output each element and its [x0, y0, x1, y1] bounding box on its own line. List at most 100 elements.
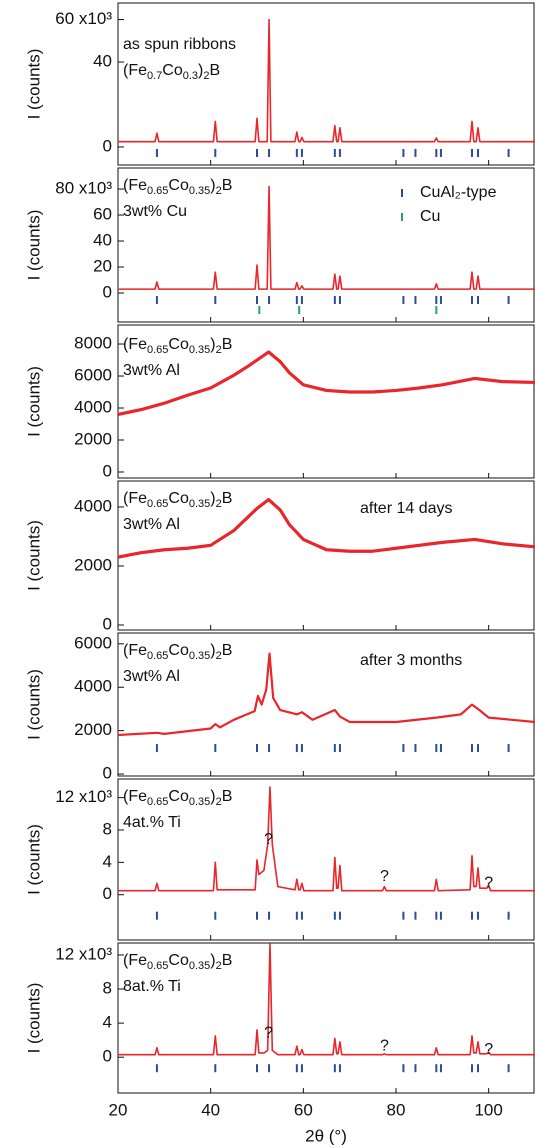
sample-label: as spun ribbons: [123, 36, 236, 53]
label-run: 0.65: [147, 185, 168, 197]
y-tick-label: 2000: [74, 720, 112, 739]
x-tick-label: 40: [201, 1100, 220, 1119]
label-run: 2: [216, 498, 222, 510]
y-tick-label: 8: [103, 819, 112, 838]
xrd-line: [118, 943, 535, 1056]
label-run: B: [222, 642, 233, 659]
xrd-line: [117, 497, 535, 559]
note: after 14 days: [360, 500, 453, 517]
xrd-line: [117, 350, 535, 416]
annotation: ?: [484, 875, 493, 892]
y-tick-label: 2000: [74, 555, 112, 574]
label-run: 8at.% Ti: [123, 978, 181, 995]
sample-label: (Fe0.65Co0.35)2B: [123, 952, 232, 972]
panel-frame: [117, 632, 535, 777]
label-run: 4at.% Ti: [123, 814, 181, 831]
label-run: 2: [203, 70, 209, 82]
label-run: 0.35: [189, 344, 210, 356]
label-run: B: [222, 336, 233, 353]
sample-label: 3wt% Al: [123, 362, 180, 379]
xrd-line: [118, 185, 535, 290]
label-run: 0.65: [147, 498, 168, 510]
label-run: 2: [216, 960, 222, 972]
y-tick-label: 6000: [74, 366, 112, 385]
x-tick-label: 80: [387, 1100, 406, 1119]
y-tick-label: 4000: [74, 677, 112, 696]
y-tick-label: 20: [93, 257, 112, 276]
label-run: Co: [168, 952, 189, 969]
note: after 3 months: [360, 652, 462, 669]
legend-label: CuAl₂-type: [420, 184, 497, 201]
annotation: ?: [380, 868, 389, 885]
panel-frame: [117, 324, 535, 479]
label-run: Co: [162, 62, 183, 79]
label-run: 0.3: [183, 70, 198, 82]
label-run: 0.65: [147, 796, 168, 808]
x-tick-label: 60: [294, 1100, 313, 1119]
label-run: B: [222, 490, 233, 507]
y-axis-label: I (counts): [24, 824, 43, 895]
label-run: 3wt% Al: [123, 668, 180, 685]
xrd-line: [118, 18, 535, 143]
panel-frame: [117, 167, 535, 323]
xrd-line: [118, 786, 535, 892]
label-run: (Fe: [123, 177, 147, 194]
y-tick-label: 0: [103, 764, 112, 783]
label-run: B: [222, 177, 233, 194]
y-tick-label: 40: [93, 231, 112, 250]
y-tick-label: 8: [103, 979, 112, 998]
panel-frame: [117, 942, 535, 1094]
label-run: 2: [216, 796, 222, 808]
sample-label: (Fe0.65Co0.35)2B: [123, 642, 232, 662]
sample-label: (Fe0.7Co0.3)2B: [123, 62, 220, 82]
label-run: B: [222, 952, 233, 969]
label-run: 0.35: [189, 185, 210, 197]
annotation: ?: [484, 1041, 493, 1058]
label-run: (Fe: [123, 952, 147, 969]
label-run: as spun ribbons: [123, 36, 236, 53]
y-tick-label: 0: [103, 884, 112, 903]
x-tick-label: 100: [474, 1100, 502, 1119]
sample-label: 4at.% Ti: [123, 814, 181, 831]
label-run: Co: [168, 177, 189, 194]
y-tick-label: 12 x10³: [55, 787, 112, 806]
label-run: (Fe: [123, 490, 147, 507]
y-tick-label: 0: [103, 614, 112, 633]
panel-frame: [117, 778, 535, 941]
label-run: (Fe: [123, 336, 147, 353]
label-run: ): [210, 490, 215, 507]
annotation: ?: [264, 831, 273, 848]
y-axis-label: I (counts): [24, 210, 43, 281]
label-run: 0.65: [147, 650, 168, 662]
y-tick-label: 4: [103, 1013, 112, 1032]
panel-frame: [117, 2, 535, 166]
y-tick-label: 60 x10³: [55, 9, 112, 28]
label-run: Co: [168, 788, 189, 805]
x-tick-label: 20: [109, 1100, 128, 1119]
y-tick-label: 0: [103, 136, 112, 155]
sample-label: (Fe0.65Co0.35)2B: [123, 177, 232, 197]
label-run: 2: [216, 650, 222, 662]
label-run: 0.35: [189, 960, 210, 972]
y-tick-label: 8000: [74, 334, 112, 353]
label-run: Co: [168, 336, 189, 353]
label-run: ): [210, 788, 215, 805]
y-tick-label: 6000: [74, 633, 112, 652]
y-axis-label: I (counts): [24, 49, 43, 120]
label-run: 0.7: [147, 70, 162, 82]
y-axis-label: I (counts): [24, 669, 43, 740]
label-run: 0.65: [147, 344, 168, 356]
y-tick-label: 40: [93, 52, 112, 71]
label-run: (Fe: [123, 642, 147, 659]
y-axis-label: I (counts): [24, 366, 43, 437]
label-run: Co: [168, 642, 189, 659]
label-run: 0.65: [147, 960, 168, 972]
label-run: 2: [216, 344, 222, 356]
label-run: ): [198, 62, 203, 79]
label-run: 0.35: [189, 650, 210, 662]
label-run: 2: [216, 185, 222, 197]
y-tick-label: 12 x10³: [55, 944, 112, 963]
sample-label: 3wt% Cu: [123, 203, 187, 220]
label-run: Co: [168, 490, 189, 507]
